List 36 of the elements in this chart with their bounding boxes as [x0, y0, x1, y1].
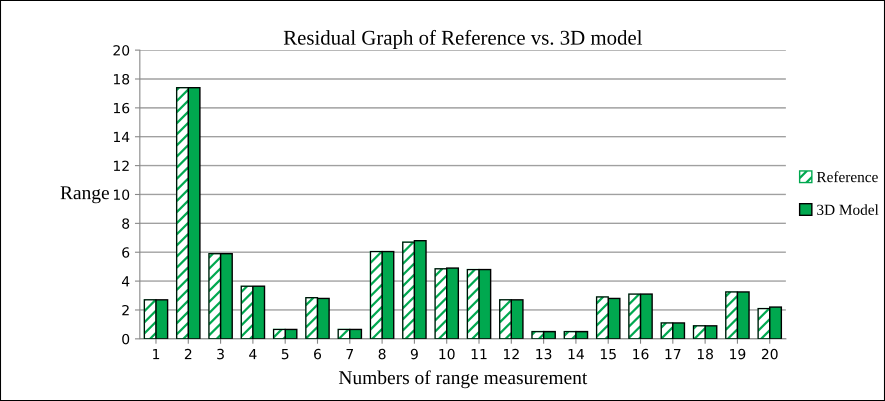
y-tick-label: 12 [114, 160, 129, 171]
x-tick-label: 18 [698, 348, 714, 360]
x-axis-title: Numbers of range measurement [338, 370, 588, 388]
x-tick-label: 2 [184, 348, 192, 360]
y-tick-label: 6 [122, 247, 130, 258]
y-tick-label: 8 [122, 218, 130, 229]
legend-label: 3D Model [817, 204, 879, 215]
x-tick-label: 16 [633, 348, 648, 360]
y-tick-label: 2 [122, 304, 129, 316]
x-tick-label: 3 [217, 348, 224, 360]
x-tick-label: 8 [378, 348, 386, 360]
legend-label: Reference [816, 171, 878, 182]
y-tick-label: 14 [114, 132, 130, 142]
x-tick-label: 12 [504, 348, 519, 360]
y-tick-label: 16 [114, 102, 130, 114]
y-tick-label: 20 [113, 45, 130, 56]
x-tick-label: 20 [762, 348, 778, 360]
x-tick-label: 10 [439, 348, 455, 360]
y-tick-label: 0 [122, 334, 130, 344]
x-tick-label: 15 [600, 348, 616, 360]
x-tick-label: 13 [536, 348, 552, 360]
x-tick-label: 9 [410, 348, 418, 360]
y-tick-label: 18 [114, 74, 130, 84]
x-tick-label: 4 [249, 348, 257, 360]
x-tick-label: 19 [730, 348, 746, 360]
x-tick-label: 6 [314, 348, 322, 360]
x-tick-label: 11 [472, 348, 487, 360]
x-tick-label: 1 [153, 348, 160, 360]
y-tick-label: 4 [122, 276, 130, 286]
x-tick-label: 14 [568, 348, 584, 360]
y-axis-title: Range [60, 186, 109, 204]
x-tick-label: 7 [346, 348, 354, 360]
x-tick-label: 5 [282, 348, 288, 360]
x-tick-label: 17 [666, 348, 680, 360]
y-tick-label: 10 [114, 189, 130, 200]
chart-title: Residual Graph of Reference vs. 3D model [284, 30, 642, 50]
